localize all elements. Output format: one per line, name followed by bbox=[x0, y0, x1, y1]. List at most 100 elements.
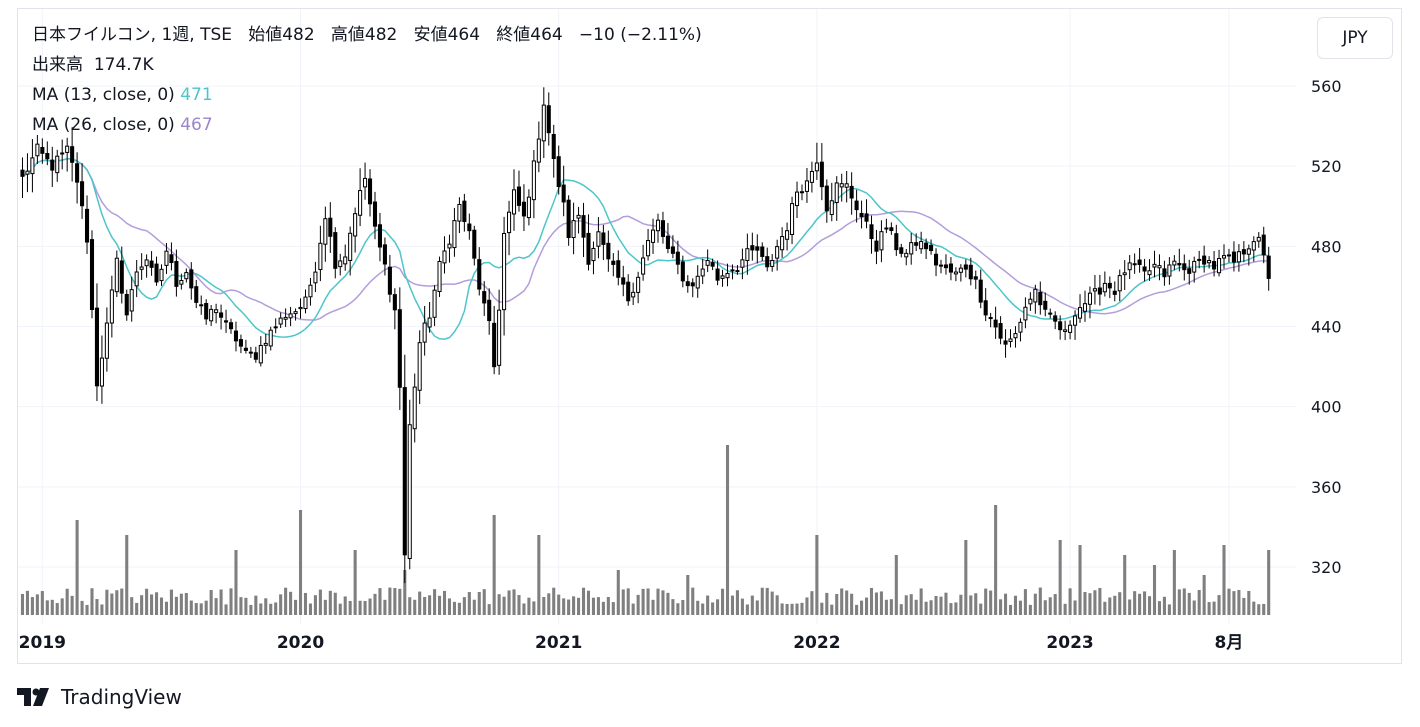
candle-body bbox=[963, 264, 968, 270]
candle-body bbox=[785, 230, 790, 240]
candle-body bbox=[45, 152, 50, 160]
volume-bar bbox=[1182, 588, 1186, 615]
volume-bar bbox=[552, 587, 556, 615]
volume-bar bbox=[785, 603, 789, 615]
volume-bar bbox=[934, 596, 938, 615]
candle-body bbox=[601, 232, 606, 245]
candle-body bbox=[338, 260, 343, 268]
volume-bar bbox=[994, 505, 998, 615]
candle-body bbox=[482, 291, 487, 304]
candle-body bbox=[1077, 307, 1083, 319]
candle-body bbox=[323, 218, 328, 245]
candle-body bbox=[1147, 270, 1152, 276]
volume-bar bbox=[1088, 593, 1092, 615]
candle-body bbox=[194, 286, 199, 303]
close-value: 464 bbox=[530, 25, 563, 45]
candle-body bbox=[209, 308, 214, 322]
candle-body bbox=[263, 342, 268, 346]
volume-bar bbox=[457, 602, 461, 615]
candle-body bbox=[1053, 315, 1058, 322]
legend-ma13[interactable]: MA (13, close, 0) 471 bbox=[32, 85, 213, 105]
volume-bar bbox=[1147, 596, 1152, 615]
candle-body bbox=[695, 275, 700, 289]
legend-volume: 出来高 174.7K bbox=[32, 55, 154, 75]
candle-body bbox=[1087, 292, 1092, 305]
volume-bar bbox=[795, 603, 799, 615]
candle-body bbox=[30, 157, 35, 175]
volume-bar bbox=[1093, 590, 1097, 615]
candle-body bbox=[164, 250, 169, 266]
candle-body bbox=[670, 246, 675, 254]
candle-body bbox=[1028, 298, 1033, 305]
volume-bar bbox=[105, 589, 109, 615]
candle-body bbox=[402, 387, 407, 556]
candle-body bbox=[358, 190, 363, 216]
volume-bar bbox=[606, 597, 610, 615]
volume-bar bbox=[438, 595, 442, 615]
candle-body bbox=[1048, 312, 1053, 315]
volume-bar bbox=[909, 594, 913, 615]
volume-value: 174.7K bbox=[93, 55, 154, 75]
volume-bar bbox=[596, 597, 600, 615]
candle-body bbox=[427, 317, 432, 328]
volume-bar bbox=[845, 590, 849, 615]
candle-body bbox=[1172, 260, 1177, 266]
candle-body bbox=[1177, 263, 1182, 266]
volume-bar bbox=[313, 595, 317, 615]
candle-body bbox=[978, 279, 983, 303]
price-tick-label: 360 bbox=[1311, 478, 1342, 497]
volume-bar bbox=[567, 599, 571, 615]
volume-bar bbox=[874, 592, 878, 615]
candle-body bbox=[298, 306, 303, 310]
ma13-value: 471 bbox=[180, 85, 213, 105]
time-axis[interactable]: 2019 2020 2021 2022 2023 8月 bbox=[19, 633, 1244, 653]
volume-bar bbox=[725, 445, 730, 615]
tradingview-logo[interactable]: TradingView bbox=[17, 684, 182, 710]
candle-body bbox=[1033, 288, 1038, 303]
candle-body bbox=[104, 322, 109, 359]
candle-body bbox=[40, 146, 45, 154]
candle-body bbox=[497, 309, 502, 366]
candle-body bbox=[184, 272, 189, 280]
volume-bar bbox=[780, 603, 784, 615]
price-tick-label: 560 bbox=[1311, 77, 1342, 96]
legend-ohlc: 日本フイルコン, 1週, TSE 始値482 高値482 安値464 終値464… bbox=[32, 25, 702, 45]
volume-bar bbox=[1232, 591, 1236, 615]
volume-bar bbox=[1217, 595, 1221, 615]
volume-bar bbox=[199, 603, 203, 615]
candle-body bbox=[904, 252, 909, 258]
candle-body bbox=[780, 236, 785, 251]
candle-body bbox=[1082, 303, 1088, 312]
volume-bar bbox=[298, 510, 303, 615]
legend-ma26[interactable]: MA (26, close, 0) 467 bbox=[32, 115, 213, 135]
volume-bar bbox=[45, 600, 49, 615]
candle-body bbox=[288, 313, 293, 319]
currency-button[interactable]: JPY bbox=[1317, 17, 1393, 59]
volume-bar bbox=[482, 589, 486, 615]
price-axis[interactable]: 560 520 480 440 400 360 320 bbox=[1311, 77, 1342, 577]
volume-bar bbox=[681, 600, 685, 615]
volume-bar bbox=[581, 587, 586, 615]
candle-body bbox=[953, 271, 958, 275]
candle-body bbox=[725, 272, 730, 279]
candle-body bbox=[333, 232, 338, 269]
volume-bar bbox=[174, 596, 178, 615]
candle-body bbox=[442, 250, 447, 264]
volume-bar bbox=[1033, 593, 1037, 615]
candle-body bbox=[89, 239, 95, 311]
volume-bar bbox=[522, 603, 526, 615]
candle-body bbox=[1102, 282, 1107, 293]
candle-body bbox=[675, 251, 680, 265]
volume-bar bbox=[1128, 599, 1132, 615]
candle-body bbox=[556, 156, 561, 187]
candle-body bbox=[1058, 321, 1063, 331]
candle-body bbox=[1221, 255, 1227, 259]
candle-body bbox=[889, 227, 894, 231]
volume-bar bbox=[745, 604, 749, 615]
volume-bar bbox=[254, 595, 258, 615]
candle-body bbox=[1038, 291, 1043, 306]
volume-bar bbox=[646, 588, 650, 615]
candle-body bbox=[799, 191, 805, 194]
volume-bar bbox=[775, 595, 779, 615]
